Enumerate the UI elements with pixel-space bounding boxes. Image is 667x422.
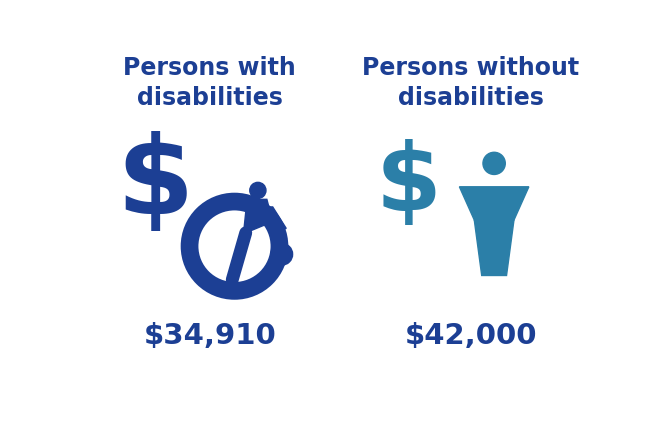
Text: Persons without
disabilities: Persons without disabilities: [362, 56, 580, 110]
Circle shape: [249, 182, 266, 198]
Circle shape: [483, 152, 506, 174]
Text: $: $: [376, 138, 442, 230]
Text: Persons with
disabilities: Persons with disabilities: [123, 56, 296, 110]
Polygon shape: [474, 220, 514, 276]
Text: $: $: [117, 131, 194, 238]
Text: $34,910: $34,910: [143, 322, 276, 349]
Polygon shape: [270, 234, 284, 254]
Text: $42,000: $42,000: [405, 322, 537, 349]
Polygon shape: [267, 207, 286, 230]
Polygon shape: [460, 187, 529, 220]
Polygon shape: [243, 199, 273, 234]
